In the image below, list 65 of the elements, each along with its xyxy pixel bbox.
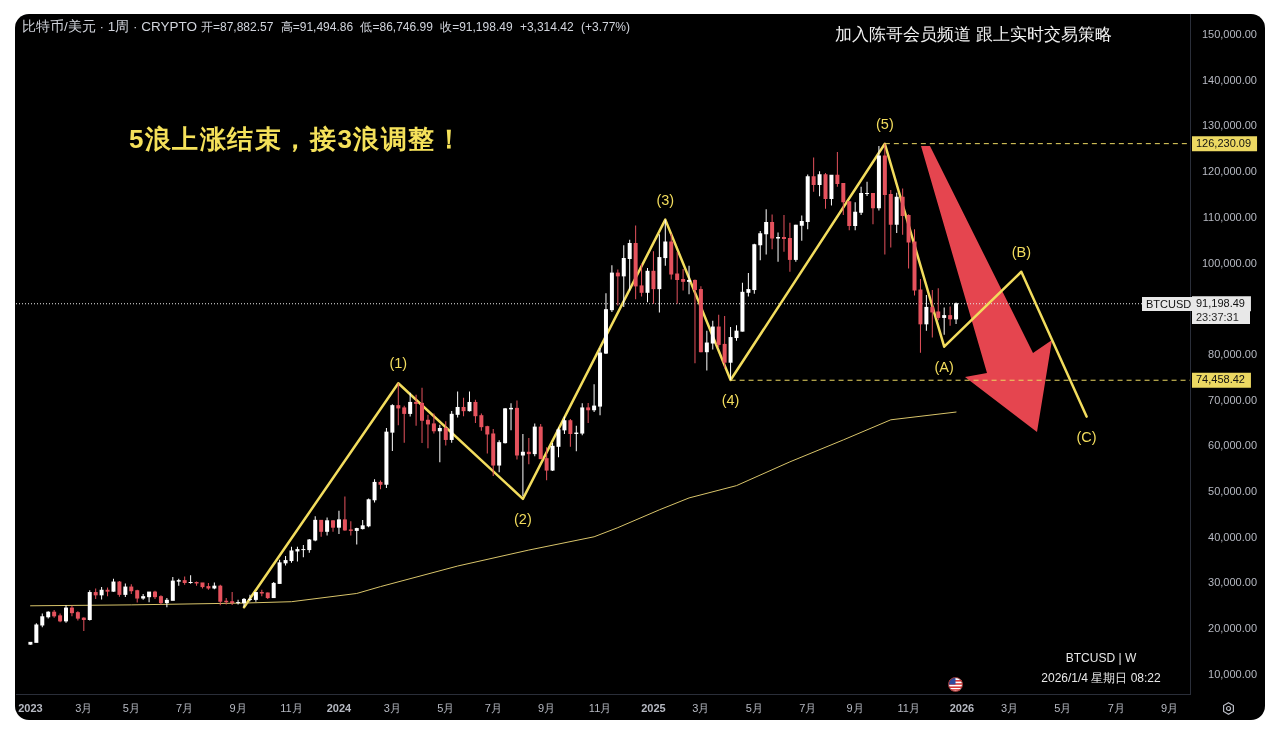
ref-line-label: 91,198.49: [1196, 296, 1245, 309]
x-tick-label: 9月: [229, 701, 247, 714]
x-tick-label: 7月: [176, 701, 194, 714]
x-tick-label: 7月: [484, 701, 502, 714]
y-tick-label: 40,000.00: [1208, 530, 1257, 543]
annotation: 加入陈哥会员频道 跟上实时交易策略: [835, 25, 1112, 46]
annotation: (C): [1076, 428, 1097, 445]
candlestick: [865, 181, 870, 196]
x-tick-label: 9月: [1161, 701, 1179, 714]
annotation: (B): [1011, 243, 1031, 260]
annotation: (A): [934, 358, 954, 375]
annotation: BTCUSD: [1142, 297, 1196, 311]
x-tick-label: 5月: [745, 701, 763, 714]
x-tick-label: 5月: [1054, 701, 1072, 714]
x-tick-label: 2026: [949, 701, 975, 714]
x-tick-label: 11月: [897, 701, 920, 714]
candlestick: [396, 383, 401, 426]
candlestick: [437, 424, 442, 463]
x-tick-label: 5月: [437, 701, 455, 714]
y-tick-label: 20,000.00: [1208, 622, 1257, 635]
y-tick-label: 120,000.00: [1201, 165, 1257, 178]
x-tick-label: 7月: [1107, 701, 1125, 714]
y-tick-label: 100,000.00: [1201, 256, 1257, 269]
x-tick-label: 9月: [538, 701, 556, 714]
y-tick-label: 50,000.00: [1208, 485, 1257, 498]
x-tick-label: 3月: [692, 701, 710, 714]
x-tick-label: 2023: [18, 701, 43, 714]
y-tick-label: 140,000.00: [1201, 73, 1257, 86]
y-tick-label: 10,000.00: [1208, 667, 1257, 680]
y-tick-label: 150,000.00: [1201, 28, 1257, 41]
annotation: (1): [389, 355, 408, 372]
annotation: 2026/1/4 星期日 08:22: [1041, 671, 1161, 686]
x-tick-label: 5月: [122, 701, 140, 714]
y-tick-label: 70,000.00: [1208, 393, 1257, 406]
x-tick-label: 11月: [280, 701, 303, 714]
x-tick-label: 3月: [1000, 701, 1019, 714]
candlestick: [942, 307, 947, 335]
y-tick-label: 110,000.00: [1202, 210, 1257, 223]
text: 开=87,882.57 高=91,494.86 低=86,746.99 收=91,198.49 +3,314.42 (+3.77%): [201, 20, 630, 35]
chart-title: 比特币/美元 · 1周 · CRYPTO: [22, 19, 198, 36]
y-tick-label: 60,000.00: [1208, 439, 1257, 452]
y-tick-label: 80,000.00: [1208, 347, 1257, 360]
annotation: 5浪上涨结束，接3浪调整！: [129, 124, 464, 156]
annotation: BTCUSD | W: [1065, 651, 1137, 666]
text: 23:37:31: [1192, 311, 1250, 324]
x-tick-label: 3月: [383, 701, 401, 714]
y-tick-label: 30,000.00: [1208, 576, 1257, 589]
x-tick-label: 11月: [588, 701, 612, 714]
candlestick: [414, 394, 419, 426]
x-tick-label: 2024: [326, 701, 353, 714]
x-tick-label: 2025: [641, 701, 666, 714]
annotation: (5): [875, 115, 894, 132]
candlestick: [301, 545, 306, 558]
x-tick-label: 3月: [75, 701, 93, 714]
y-tick-label: 130,000.00: [1201, 119, 1257, 132]
candlestick: [930, 290, 935, 338]
annotation: (4): [721, 392, 740, 409]
x-tick-label: 7月: [799, 701, 817, 714]
annotation: (2): [514, 510, 532, 527]
x-tick-label: 9月: [846, 701, 864, 714]
candlestick: [781, 215, 786, 252]
annotation: (3): [656, 191, 675, 208]
ref-line-label: 126,230.09: [1196, 136, 1252, 149]
candlestick: [687, 265, 692, 295]
ref-line-label: 74,458.42: [1196, 373, 1245, 386]
